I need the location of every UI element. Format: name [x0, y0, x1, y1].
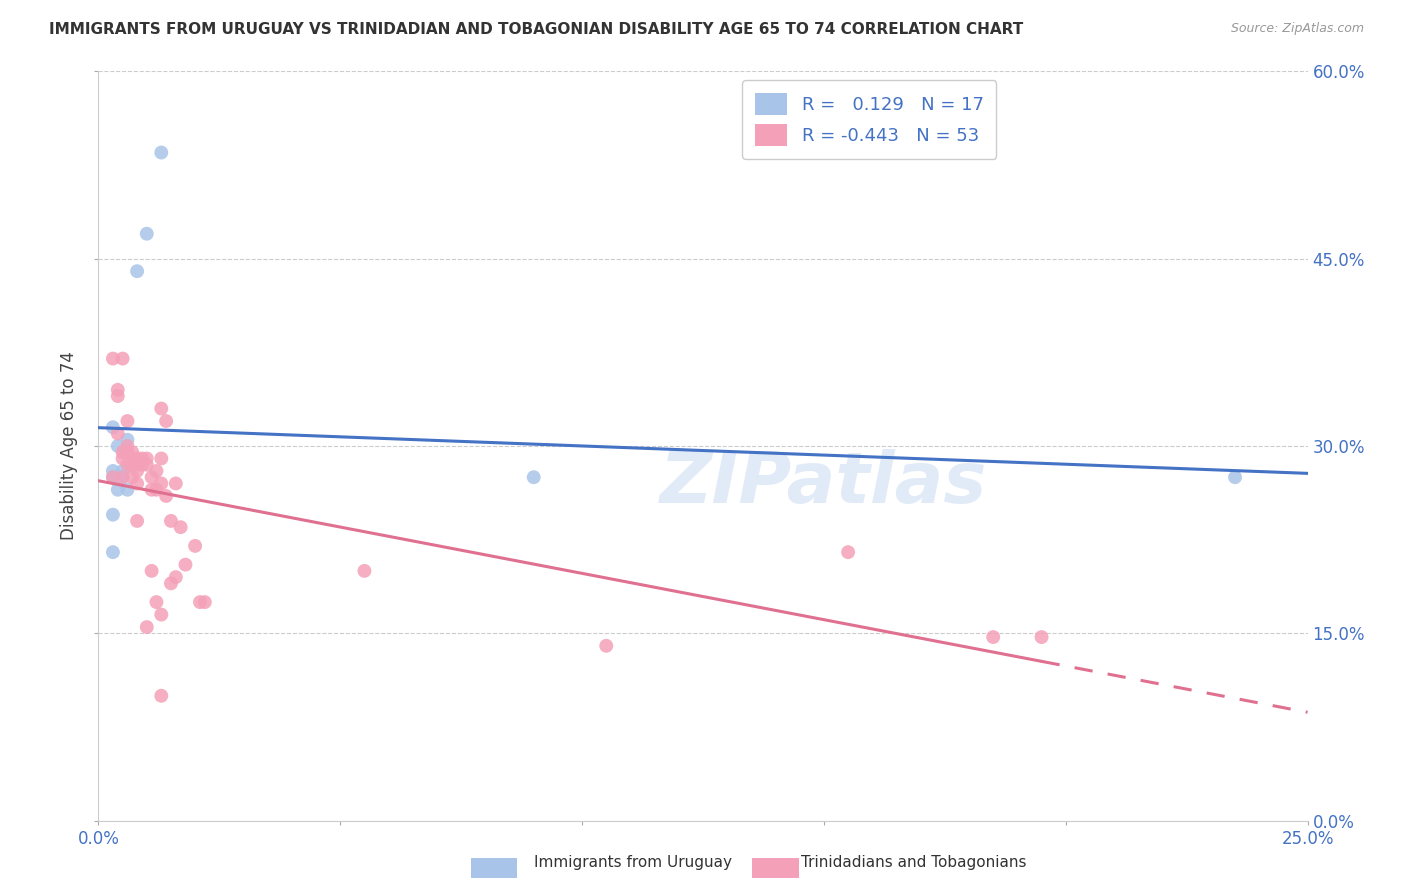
Point — [127, 264, 149, 278]
Point — [117, 483, 139, 497]
Point — [131, 451, 153, 466]
Point — [135, 620, 157, 634]
Point — [127, 476, 149, 491]
Point — [184, 539, 207, 553]
Point — [117, 439, 139, 453]
Point — [188, 595, 211, 609]
Text: ZIPatlas: ZIPatlas — [661, 449, 987, 518]
Point — [111, 445, 134, 459]
Point — [141, 564, 163, 578]
Point — [523, 470, 546, 484]
Point — [135, 458, 157, 472]
Point — [131, 458, 153, 472]
Point — [111, 470, 134, 484]
Point — [127, 451, 149, 466]
Point — [837, 545, 859, 559]
Point — [101, 420, 124, 434]
Point — [101, 464, 124, 478]
Point — [145, 483, 167, 497]
Point — [141, 470, 163, 484]
Point — [121, 458, 143, 472]
Point — [111, 451, 134, 466]
Point — [145, 595, 167, 609]
Point — [111, 470, 134, 484]
Point — [127, 458, 149, 472]
Point — [107, 470, 129, 484]
Point — [595, 639, 617, 653]
Point — [121, 470, 143, 484]
Point — [169, 520, 191, 534]
Point — [150, 145, 173, 160]
Point — [107, 426, 129, 441]
Point — [150, 401, 173, 416]
Point — [165, 476, 187, 491]
Point — [127, 514, 149, 528]
Point — [111, 351, 134, 366]
Point — [117, 458, 139, 472]
Point — [101, 508, 124, 522]
Point — [141, 483, 163, 497]
Point — [150, 607, 173, 622]
Point — [117, 433, 139, 447]
Point — [981, 630, 1004, 644]
Y-axis label: Disability Age 65 to 74: Disability Age 65 to 74 — [60, 351, 79, 541]
Point — [107, 483, 129, 497]
Point — [1031, 630, 1053, 644]
Point — [155, 489, 177, 503]
Legend: R =   0.129   N = 17, R = -0.443   N = 53: R = 0.129 N = 17, R = -0.443 N = 53 — [742, 80, 997, 159]
Point — [117, 445, 139, 459]
Point — [155, 414, 177, 428]
Point — [121, 445, 143, 459]
Point — [150, 476, 173, 491]
Point — [150, 451, 173, 466]
Point — [111, 464, 134, 478]
Point — [135, 451, 157, 466]
Point — [1223, 470, 1246, 484]
Point — [101, 470, 124, 484]
Point — [150, 689, 173, 703]
Text: Immigrants from Uruguay: Immigrants from Uruguay — [534, 855, 733, 870]
Text: IMMIGRANTS FROM URUGUAY VS TRINIDADIAN AND TOBAGONIAN DISABILITY AGE 65 TO 74 CO: IMMIGRANTS FROM URUGUAY VS TRINIDADIAN A… — [49, 22, 1024, 37]
Point — [101, 351, 124, 366]
Point — [174, 558, 197, 572]
Point — [165, 570, 187, 584]
Text: Source: ZipAtlas.com: Source: ZipAtlas.com — [1230, 22, 1364, 36]
Point — [117, 414, 139, 428]
Point — [127, 464, 149, 478]
Point — [160, 576, 183, 591]
Point — [353, 564, 375, 578]
Point — [135, 227, 157, 241]
Text: Trinidadians and Tobagonians: Trinidadians and Tobagonians — [801, 855, 1026, 870]
Point — [107, 389, 129, 403]
Point — [101, 470, 124, 484]
Point — [107, 439, 129, 453]
Point — [145, 464, 167, 478]
Point — [107, 383, 129, 397]
Point — [194, 595, 217, 609]
Point — [160, 514, 183, 528]
Point — [101, 545, 124, 559]
